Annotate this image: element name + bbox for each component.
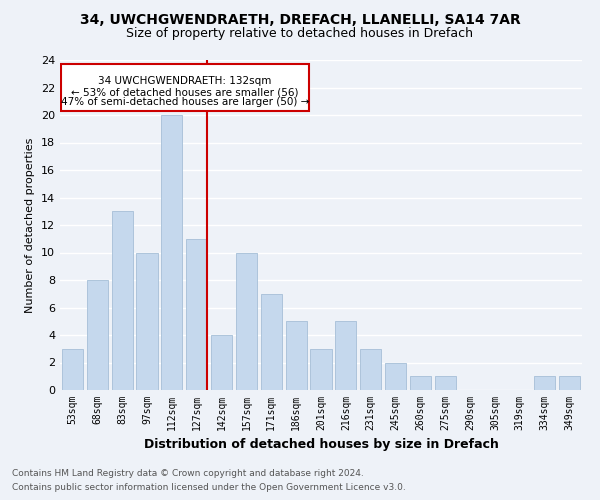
Bar — [87, 280, 108, 390]
Bar — [435, 376, 456, 390]
Bar — [236, 252, 257, 390]
Bar — [310, 349, 332, 390]
Text: Contains HM Land Registry data © Crown copyright and database right 2024.: Contains HM Land Registry data © Crown c… — [12, 468, 364, 477]
Bar — [286, 322, 307, 390]
Bar — [186, 239, 207, 390]
Text: 34 UWCHGWENDRAETH: 132sqm: 34 UWCHGWENDRAETH: 132sqm — [98, 76, 272, 86]
Bar — [559, 376, 580, 390]
Text: 34, UWCHGWENDRAETH, DREFACH, LLANELLI, SA14 7AR: 34, UWCHGWENDRAETH, DREFACH, LLANELLI, S… — [80, 12, 520, 26]
Bar — [161, 115, 182, 390]
Bar — [534, 376, 555, 390]
Text: Contains public sector information licensed under the Open Government Licence v3: Contains public sector information licen… — [12, 484, 406, 492]
Bar — [261, 294, 282, 390]
Text: 47% of semi-detached houses are larger (50) →: 47% of semi-detached houses are larger (… — [61, 97, 309, 107]
Bar — [61, 64, 308, 111]
Bar — [410, 376, 431, 390]
Bar — [62, 349, 83, 390]
Text: ← 53% of detached houses are smaller (56): ← 53% of detached houses are smaller (56… — [71, 87, 299, 97]
Y-axis label: Number of detached properties: Number of detached properties — [25, 138, 35, 312]
Text: Size of property relative to detached houses in Drefach: Size of property relative to detached ho… — [127, 28, 473, 40]
Bar — [211, 335, 232, 390]
Bar — [385, 362, 406, 390]
Bar — [136, 252, 158, 390]
X-axis label: Distribution of detached houses by size in Drefach: Distribution of detached houses by size … — [143, 438, 499, 452]
Bar — [360, 349, 381, 390]
Bar — [335, 322, 356, 390]
Bar — [112, 211, 133, 390]
